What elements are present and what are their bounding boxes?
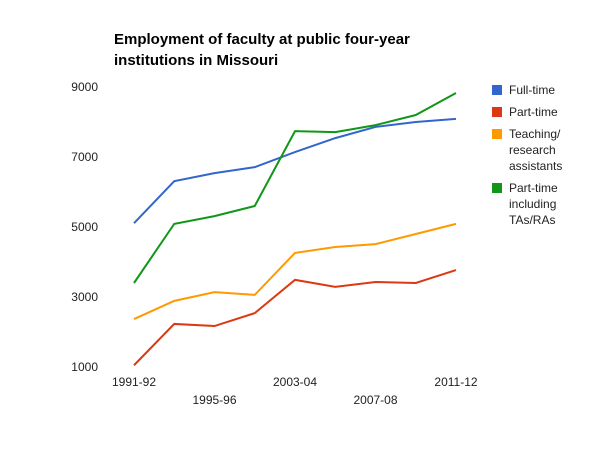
y-tick-label: 5000 — [71, 220, 98, 234]
y-tick-label: 3000 — [71, 290, 98, 304]
legend-label: Full-time — [509, 83, 555, 97]
x-tick-label: 2011-12 — [434, 375, 477, 389]
y-tick-label: 1000 — [71, 360, 98, 374]
legend-swatch — [492, 183, 502, 193]
legend-swatch — [492, 85, 502, 95]
x-tick-label: 2007-08 — [353, 393, 397, 407]
x-tick-label: 2003-04 — [273, 375, 317, 389]
y-tick-label: 9000 — [71, 80, 98, 94]
y-tick-label: 7000 — [71, 150, 98, 164]
legend-label: Part-time — [509, 105, 558, 119]
series-line — [133, 222, 457, 320]
legend-label: Part-time including TAs/RAs — [509, 181, 558, 227]
legend-swatch — [492, 107, 502, 117]
series-line — [133, 269, 457, 366]
legend-swatch — [492, 129, 502, 139]
chart-title: Employment of faculty at public four-yea… — [114, 31, 410, 69]
series-line — [133, 92, 457, 284]
x-tick-label: 1995-96 — [192, 393, 236, 407]
x-tick-label: 1991-92 — [112, 375, 156, 389]
series-line — [133, 117, 457, 224]
legend-label: Teaching/research assistants — [509, 127, 562, 173]
